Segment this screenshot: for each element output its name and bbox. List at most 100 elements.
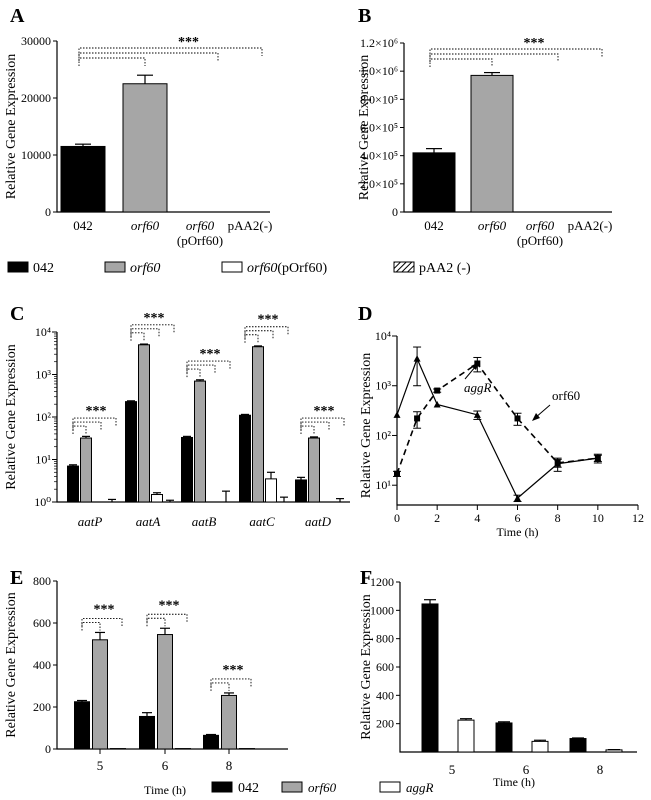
panel-label-d: D [358,303,372,325]
panel-F-ytick-label: 400 [376,688,394,702]
panel-label-c: C [10,303,24,325]
panel-B-ytick-label: 0 [392,205,398,219]
panel-A-ytick-label: 30000 [21,34,51,48]
panel-D-xtick-label: 0 [394,511,400,525]
panel-C-category: aatA [136,514,161,529]
panel-E-ytick-label: 200 [33,700,51,714]
panel-D-xlabel: Time (h) [497,525,539,539]
panel-C-bracket-3 [244,326,289,335]
panel-D-xtick-label: 10 [592,511,604,525]
panel-F-bar [605,749,623,753]
panel-B-category: orf60 [526,218,555,233]
panel-C-bracket-1 [130,332,145,341]
panel-C-ytick-label: 10¹ [35,453,51,467]
panel-C-bar [265,478,277,503]
panel-E-bar [92,639,108,750]
panel-D-point-aggR [393,411,401,418]
panel-F-category: 8 [597,762,604,777]
panel-D-ytick-label: 10³ [375,379,391,393]
panel-C-bar [295,479,307,503]
panel-E-bar [203,734,219,750]
panel-D-ylabel: Relative Gene Expression [359,353,374,498]
panel-label-f: F [360,567,372,589]
panel-C-ytick-label: 10³ [35,368,51,382]
legend-swatch [7,261,29,273]
panel-E-bracket-1 [81,622,101,631]
panel-D-point-aggR [413,355,421,362]
panel-E-category: 5 [97,758,104,773]
panel-B-category: (pOrf60) [517,233,563,248]
panel-E-ylabel: Relative Gene Expression [4,592,19,737]
legend-swatch [221,261,243,273]
panel-A-bar [122,83,168,213]
panel-F-ylabel: Relative Gene Expression [359,594,374,739]
panel-D-point-orf60 [414,415,421,422]
panel-C-significance: *** [258,313,279,328]
panel-A-category: (pOrf60) [177,233,223,248]
panel-E-bar [74,701,90,750]
panel-D-point-aggR [514,494,521,502]
panel-D-line-aggR [396,357,598,500]
panel-C-category: aatB [192,514,217,529]
panel-D-xtick-label: 4 [474,511,480,525]
panel-A-category: orf60 [186,218,215,233]
panel-A-bracket-3 [78,47,263,56]
panel-A-category: pAA2(-) [228,218,273,233]
panel-C-bar [125,401,137,503]
panel-D-point-aggR [473,411,481,418]
panel-B-category: 042 [424,218,444,233]
panel-C-bar [67,465,79,503]
panel-D-point-orf60 [594,455,601,462]
panel-E-significance: *** [223,663,244,678]
panel-E-bar [157,634,173,750]
panel-C-bar [151,494,163,503]
legend-label: pAA2 (-) [419,261,471,276]
panel-C-ytick-label: 10² [35,410,51,424]
legend-label: orf60(pOrf60) [247,261,327,276]
panel-C-bracket-1 [244,334,259,343]
panel-A-ytick-label: 20000 [21,91,51,105]
panel-C-bar [252,346,264,503]
panel-B-bracket-1 [429,58,493,67]
panel-E-bracket-1 [146,617,166,627]
panel-F-bar [457,719,475,753]
panel-E-ytick-label: 400 [33,658,51,672]
legend: 042 orf60 orf60(pOrf60) pAA2 (-) [7,261,471,276]
panel-A-category: 042 [73,218,93,233]
panel-B-ytick-label: 1.2×10⁶ [360,36,398,50]
panel-C-bracket-1 [186,368,201,378]
panel-C-bracket-3 [130,324,175,333]
panel-C-significance: *** [86,404,107,419]
panel-B-ytick-label: 8.0×10⁵ [360,92,398,106]
panel-C-bar [181,436,193,503]
panel-F-bar [531,740,549,753]
panel-D-ytick-label: 10⁴ [375,329,391,343]
panel-E-bracket-2 [146,613,188,623]
legend-label: orf60 [130,261,160,276]
panel-E-bracket-2 [210,678,252,687]
panel-F-bar [569,738,587,753]
panel-E-legend-label: orf60 [308,780,337,795]
panel-D-point-orf60 [554,459,561,466]
panel-D-annotation-aggR: aggR [464,380,492,395]
panel-E-legend-label: 042 [238,781,259,796]
panel-C-bar [308,437,320,503]
panel-B-ytick-label: 1.0×10⁶ [360,64,398,78]
panel-B-bar [412,152,456,213]
panel-C-ytick-label: 10⁰ [34,495,51,509]
legend-swatch [104,261,126,273]
panel-A-bar [60,145,106,213]
panel-E-legend-swatch [281,781,303,793]
panel-label-a: A [10,5,25,27]
panel-D-ytick-label: 10¹ [375,478,391,492]
panel-D-point-aggR [433,400,441,408]
panel-B-category: orf60 [478,218,507,233]
panel-C-bracket-2 [130,328,160,337]
panel-A-bracket-1 [78,57,146,66]
panel-E-bar [221,694,237,750]
panel-D-xtick-label: 8 [555,511,561,525]
panel-A-ylabel: Relative Gene Expression [4,54,19,199]
panel-E-bracket-2 [81,618,123,627]
panel-D-annotation-orf60: orf60 [552,388,580,403]
panel-C-ytick-label: 10⁴ [35,325,51,339]
